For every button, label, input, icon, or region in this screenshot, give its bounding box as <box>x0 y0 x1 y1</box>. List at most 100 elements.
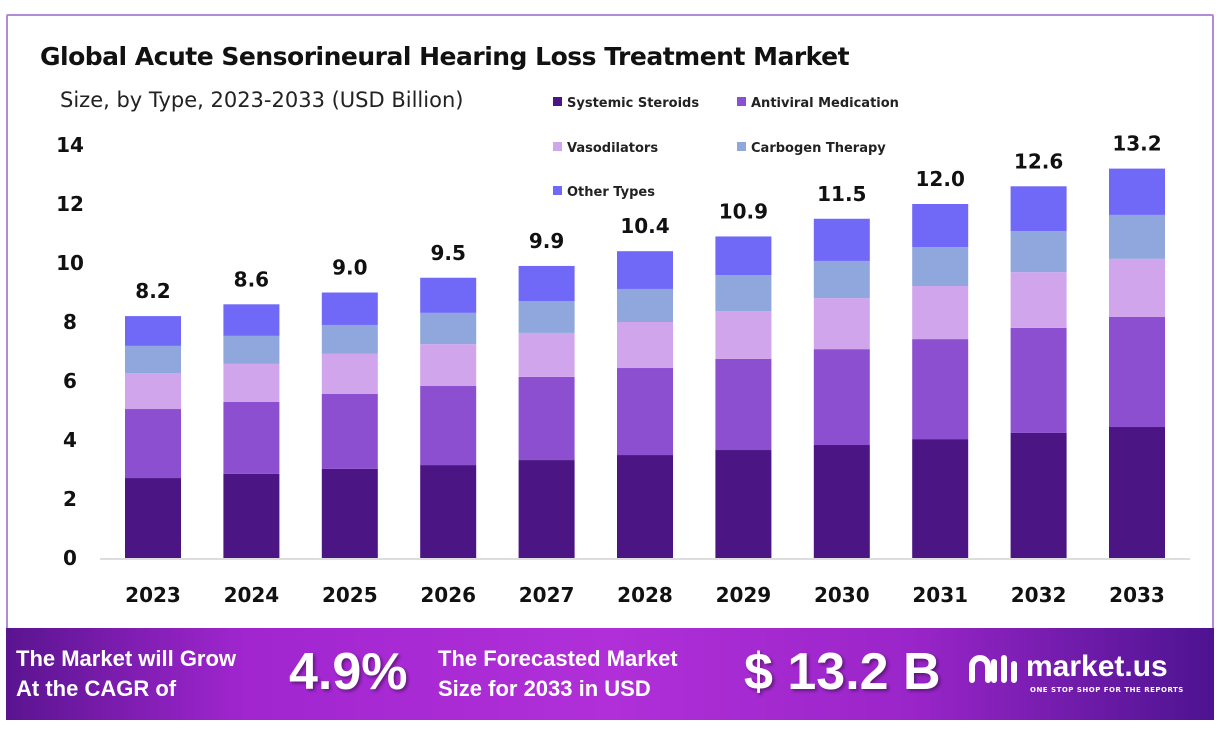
bar-segment-other-types <box>912 204 969 248</box>
total-data-label: 9.9 <box>529 229 564 253</box>
y-tick-label: 10 <box>56 251 84 275</box>
forecast-label-line2: Size for 2033 in USD <box>438 676 651 701</box>
total-data-label: 8.2 <box>135 279 170 303</box>
bar-segment-antiviral-medication <box>518 376 575 461</box>
y-tick-label: 6 <box>63 369 77 393</box>
bar-segment-vasodilators <box>715 311 772 359</box>
x-tick-label: 2031 <box>912 583 968 607</box>
cagr-label: The Market will Grow At the CAGR of <box>16 644 236 704</box>
legend-swatch <box>553 97 562 106</box>
bar-segment-antiviral-medication <box>912 339 969 440</box>
bar-segment-carbogen-therapy <box>1109 214 1165 259</box>
bar-segment-carbogen-therapy <box>321 324 378 354</box>
x-tick-label: 2028 <box>617 583 673 607</box>
bar-segment-vasodilators <box>223 363 280 402</box>
x-tick-label: 2025 <box>322 583 378 607</box>
x-tick-label: 2033 <box>1109 583 1165 607</box>
y-tick-label: 14 <box>56 133 84 157</box>
bar-segment-carbogen-therapy <box>912 247 969 287</box>
x-tick-label: 2032 <box>1011 583 1067 607</box>
bar-segment-antiviral-medication <box>617 368 673 456</box>
x-tick-label: 2026 <box>420 583 476 607</box>
y-tick-label: 4 <box>63 428 77 452</box>
bar-segment-antiviral-medication <box>715 358 772 451</box>
bar-segment-antiviral-medication <box>1010 327 1067 433</box>
bar-segment-carbogen-therapy <box>125 345 181 374</box>
bar-segment-carbogen-therapy <box>223 335 280 364</box>
x-tick-label: 2024 <box>224 583 280 607</box>
bar-segment-antiviral-medication <box>223 401 280 474</box>
bar-segment-other-types <box>223 304 280 336</box>
bar-segment-other-types <box>813 218 870 261</box>
summary-banner: The Market will Grow At the CAGR of 4.9%… <box>6 628 1214 720</box>
bar-segment-vasodilators <box>125 373 181 410</box>
bar-segment-vasodilators <box>1109 258 1165 317</box>
bar-segment-antiviral-medication <box>1109 316 1165 428</box>
bar-segment-vasodilators <box>420 344 477 387</box>
bar-segment-systemic-steroids <box>125 478 181 558</box>
legend-label: Other Types <box>567 185 655 200</box>
bar-segment-carbogen-therapy <box>617 288 673 322</box>
y-tick-label: 12 <box>56 192 84 216</box>
x-tick-label: 2030 <box>814 583 870 607</box>
y-tick-label: 0 <box>63 546 77 570</box>
bar-segment-systemic-steroids <box>813 445 870 558</box>
chart-subtitle: Size, by Type, 2023-2033 (USD Billion) <box>60 88 464 112</box>
bar-segment-other-types <box>518 265 575 302</box>
bar-segment-antiviral-medication <box>813 349 870 446</box>
total-data-label: 10.4 <box>620 214 669 238</box>
bar-segment-other-types <box>420 277 477 313</box>
legend-swatch <box>737 142 746 151</box>
total-data-label: 12.6 <box>1014 149 1063 173</box>
legend-label: Systemic Steroids <box>567 96 699 111</box>
cagr-label-line1: The Market will Grow <box>16 646 237 671</box>
bar-segment-carbogen-therapy <box>715 275 772 312</box>
bar-segment-systemic-steroids <box>518 460 575 558</box>
bar-segment-carbogen-therapy <box>420 312 477 345</box>
y-tick-label: 2 <box>63 487 77 511</box>
legend-swatch <box>553 186 562 195</box>
total-data-label: 9.0 <box>332 256 367 280</box>
market-us-logo: market.us ONE STOP SHOP FOR THE REPORTS <box>966 650 1183 694</box>
legend-label: Antiviral Medication <box>751 96 899 111</box>
bar-segment-vasodilators <box>912 286 969 340</box>
bar-segment-systemic-steroids <box>617 455 673 558</box>
stacked-bar-chart: 0 2 4 6 8 10 12 14 8.2 2023 8.6 2024 9.0 2025 9.5 2026 9… <box>56 96 1190 607</box>
bar-segment-other-types <box>125 316 181 346</box>
total-data-label: 13.2 <box>1112 132 1161 156</box>
bar-segment-vasodilators <box>518 332 575 377</box>
logo-tagline: ONE STOP SHOP FOR THE REPORTS <box>1030 686 1184 694</box>
bar-segment-vasodilators <box>813 298 870 350</box>
forecast-label-line1: The Forecasted Market <box>438 646 678 671</box>
bar-segment-carbogen-therapy <box>518 301 575 333</box>
y-tick-label: 8 <box>63 310 77 334</box>
forecast-value: $ 13.2 B <box>744 643 941 701</box>
bar-segment-antiviral-medication <box>125 409 181 479</box>
x-tick-label: 2027 <box>519 583 575 607</box>
legend-label: Vasodilators <box>567 141 658 156</box>
legend-swatch <box>553 142 562 151</box>
bar-segment-carbogen-therapy <box>813 260 870 299</box>
bar-segment-systemic-steroids <box>1109 427 1165 558</box>
cagr-label-line2: At the CAGR of <box>16 676 177 701</box>
bar-segment-systemic-steroids <box>1010 432 1067 558</box>
legend-swatch <box>737 97 746 106</box>
bar-segment-vasodilators <box>617 322 673 369</box>
bar-segment-other-types <box>1010 186 1067 232</box>
bar-segment-systemic-steroids <box>912 439 969 558</box>
total-data-label: 12.0 <box>916 167 965 191</box>
logo-name: market.us <box>1026 650 1168 683</box>
forecast-label: The Forecasted Market Size for 2033 in U… <box>438 644 678 704</box>
total-data-label: 11.5 <box>817 182 866 206</box>
logo-mark-icon <box>969 655 1017 683</box>
bar-segment-antiviral-medication <box>420 386 477 466</box>
total-data-label: 8.6 <box>234 267 269 291</box>
bar-segment-other-types <box>715 236 772 276</box>
bar-segment-systemic-steroids <box>715 450 772 558</box>
legend-label: Carbogen Therapy <box>751 141 886 156</box>
bar-segment-systemic-steroids <box>321 468 378 558</box>
total-data-label: 10.9 <box>719 199 768 223</box>
bar-segment-vasodilators <box>1010 272 1067 328</box>
cagr-value: 4.9% <box>289 643 408 701</box>
chart-title: Global Acute Sensorineural Hearing Loss … <box>40 42 850 71</box>
